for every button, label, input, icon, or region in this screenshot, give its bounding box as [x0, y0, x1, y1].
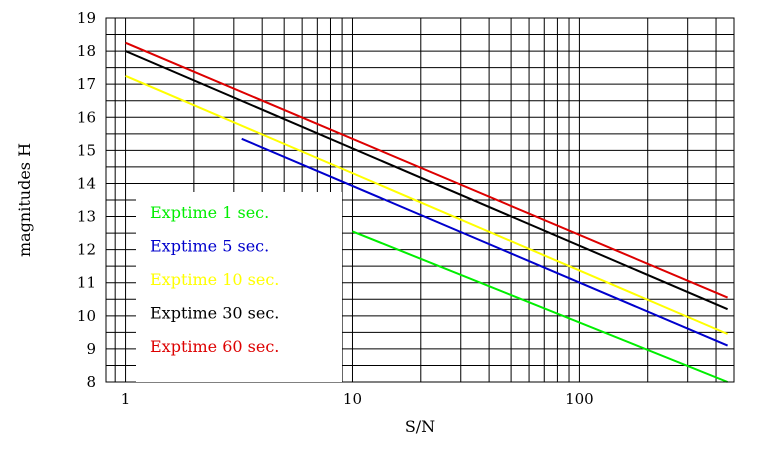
y-tick-label: 11 — [77, 274, 96, 292]
y-tick-label: 16 — [77, 108, 96, 126]
series-line — [352, 230, 728, 383]
y-tick-label: 8 — [86, 373, 96, 391]
y-tick-label: 9 — [86, 340, 96, 358]
plot-frame — [105, 17, 735, 383]
x-tick-label: 100 — [565, 390, 594, 408]
y-tick-label: 13 — [77, 208, 96, 226]
y-tick-label: 18 — [77, 42, 96, 60]
legend-entry: Exptime 60 sec. — [150, 337, 279, 356]
legend-entry: Exptime 30 sec. — [150, 304, 279, 323]
legend-box — [136, 192, 342, 382]
y-tick-label: 17 — [77, 75, 96, 93]
legend-entry: Exptime 10 sec. — [150, 270, 279, 289]
x-axis-title: S/N — [405, 417, 435, 436]
y-tick-label: 15 — [77, 141, 96, 159]
y-tick-label: 19 — [77, 9, 96, 27]
series-line — [125, 50, 728, 311]
y-tick-label: 10 — [77, 307, 96, 325]
series-line — [125, 74, 728, 335]
x-tick-label: 10 — [343, 390, 362, 408]
grid — [106, 17, 734, 383]
y-axis-title: magnitudes H — [15, 143, 34, 257]
legend: Exptime 1 sec. Exptime 5 sec. Exptime 10 s… — [136, 192, 342, 382]
x-tick-label: 1 — [121, 390, 131, 408]
y-tick-label: 14 — [77, 174, 96, 192]
legend-entry: Exptime 5 sec. — [150, 237, 269, 256]
axis-ticks: 1 10 100 8 9 10 11 12 13 14 15 16 17 18 19 — [77, 9, 594, 408]
series-line — [125, 41, 728, 299]
legend-entry: Exptime 1 sec. — [150, 203, 269, 222]
y-tick-label: 12 — [77, 241, 96, 259]
series-lines — [125, 41, 728, 383]
series-line — [241, 137, 728, 347]
